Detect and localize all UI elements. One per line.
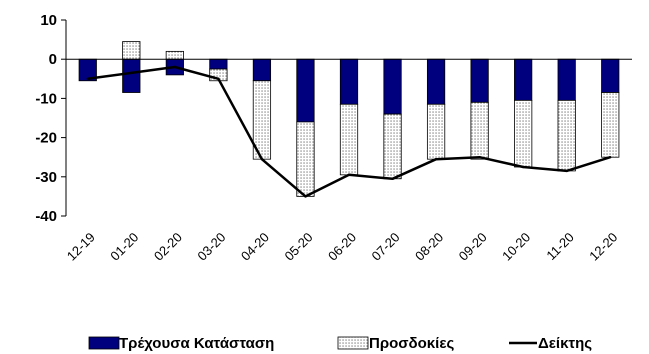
y-tick-label: -20: [35, 130, 57, 147]
bar-expectations: [601, 92, 620, 158]
x-tick-label: 02-20: [151, 230, 185, 264]
x-tick-label: 10-20: [499, 230, 533, 264]
x-tick-label: 05-20: [281, 230, 315, 264]
legend-label-current: Τρέχουσα Κατάσταση: [119, 335, 274, 352]
y-tick-label: 10: [40, 12, 57, 29]
bar-current-situation: [426, 58, 446, 105]
x-tick-label: 01-20: [107, 230, 141, 264]
bar-current-situation: [514, 58, 533, 101]
index-point: [173, 65, 177, 69]
bar-expectations: [557, 99, 576, 172]
bar-expectations: [514, 99, 533, 168]
x-tick-label: 04-20: [238, 230, 272, 264]
y-tick-label: -30: [35, 169, 57, 186]
bar-current-situation: [601, 58, 620, 93]
bars: [78, 41, 620, 197]
y-tick-label: -40: [35, 208, 57, 225]
x-tick-label: 12-19: [64, 230, 98, 264]
legend-swatch-current: [88, 336, 120, 350]
x-tick-label: 11-20: [543, 230, 576, 263]
bar-expectations: [296, 121, 315, 197]
bar-expectations: [383, 113, 402, 180]
x-tick-label: 07-20: [369, 230, 403, 264]
legend-swatch-expectations: [337, 336, 369, 350]
bar-expectations: [339, 103, 359, 176]
bar-current-situation: [252, 58, 272, 82]
index-point: [217, 77, 220, 81]
x-axis: 12-19 01-20 02-20 03-20 04-20 05-20 06-20 07-20…: [64, 230, 621, 264]
index-point: [521, 165, 525, 169]
x-tick-label: 12-20: [586, 230, 620, 264]
bar-expectations: [165, 50, 184, 60]
x-tick-label: 03-20: [194, 230, 228, 264]
x-tick-label: 09-20: [456, 230, 490, 264]
index-point: [86, 77, 89, 81]
x-tick-label: 06-20: [325, 230, 359, 264]
bar-expectations: [426, 103, 446, 160]
x-tick-label: 08-20: [412, 230, 446, 264]
index-point: [304, 195, 307, 198]
bar-current-situation: [296, 58, 315, 123]
bar-current-situation: [122, 58, 141, 93]
bar-current-situation: [557, 58, 576, 101]
index-line-series: [86, 65, 612, 198]
legend-label-index: Δείκτης: [538, 335, 592, 352]
y-tick-label: 0: [49, 51, 57, 68]
index-point: [347, 173, 351, 177]
bar-current-situation: [470, 58, 489, 103]
index-point: [565, 169, 568, 173]
y-axis: 10 0 -10 -20 -30 -40: [35, 12, 67, 225]
legend-label-expectations: Προσδοκίες: [369, 335, 454, 352]
legend: Τρέχουσα Κατάσταση Προσδοκίες Δείκτης: [88, 335, 592, 352]
bar-expectations: [122, 41, 141, 60]
index-point: [130, 71, 133, 75]
index-point: [260, 157, 264, 161]
bar-current-situation: [339, 58, 359, 105]
index-point: [478, 156, 481, 159]
bar-expectations: [470, 101, 489, 160]
y-tick-label: -10: [35, 90, 57, 107]
index-point: [609, 156, 612, 159]
bar-current-situation: [383, 58, 402, 115]
index-point: [434, 157, 438, 161]
index-point: [391, 177, 394, 180]
bar-current-situation: [209, 58, 228, 70]
